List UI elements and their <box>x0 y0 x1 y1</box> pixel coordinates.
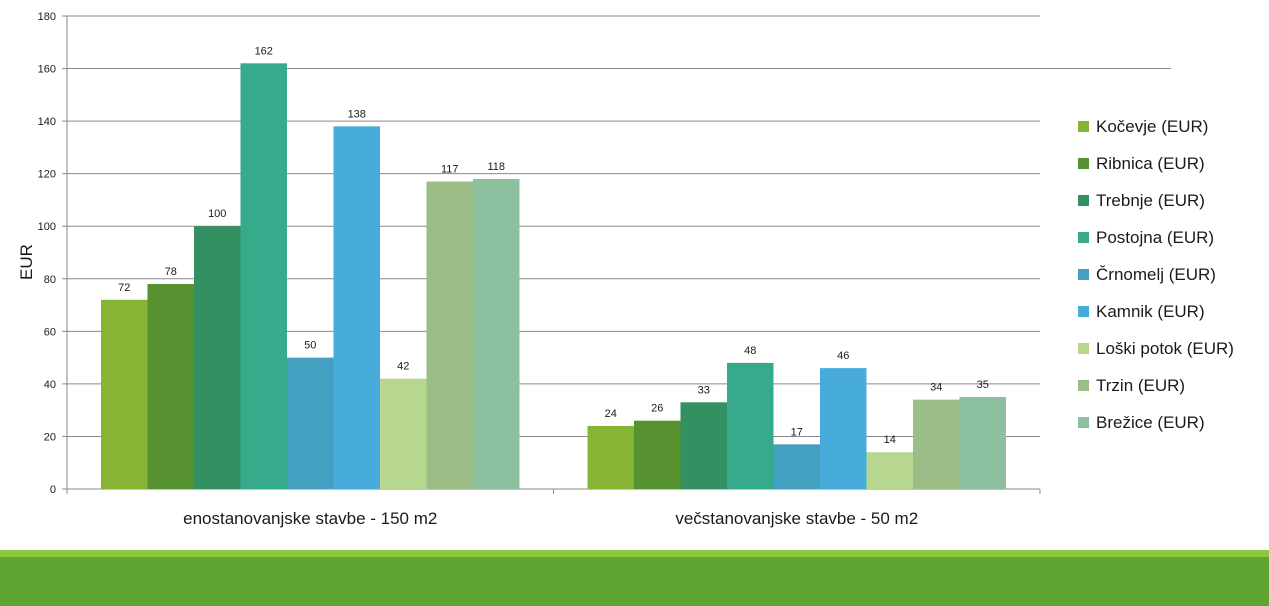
legend-swatch <box>1078 417 1089 428</box>
legend-label: Črnomelj (EUR) <box>1096 265 1216 284</box>
legend-item: Loški potok (EUR) <box>1078 330 1263 367</box>
y-tick-label: 80 <box>44 274 56 286</box>
bar <box>587 425 634 489</box>
legend-swatch <box>1078 380 1089 391</box>
legend-label: Ribnica (EUR) <box>1096 154 1205 173</box>
bar <box>473 178 520 489</box>
bar <box>727 362 774 489</box>
bar-chart: 0 20 40 60 80 100 120 140 160 180 EUR 72 78 100 162 50 1… <box>17 11 1171 528</box>
y-tick-label: 180 <box>38 11 56 23</box>
data-label: 42 <box>397 361 409 373</box>
y-tick-label: 120 <box>38 169 56 181</box>
bar <box>287 357 334 489</box>
bar <box>240 63 287 490</box>
data-label: 117 <box>441 164 459 176</box>
data-label: 17 <box>791 426 803 438</box>
legend-item: Postojna (EUR) <box>1078 219 1263 256</box>
legend-swatch <box>1078 343 1089 354</box>
legend-swatch <box>1078 232 1089 243</box>
y-tick-label: 20 <box>44 431 56 443</box>
legend-item: Črnomelj (EUR) <box>1078 256 1263 293</box>
legend-label: Kamnik (EUR) <box>1096 302 1205 321</box>
data-label: 14 <box>884 434 896 446</box>
legend-label: Kočevje (EUR) <box>1096 117 1209 136</box>
bar <box>380 378 427 489</box>
data-label: 48 <box>744 345 756 357</box>
legend-label: Postojna (EUR) <box>1096 228 1215 247</box>
bar <box>147 284 194 489</box>
bar <box>820 368 867 489</box>
bar <box>913 399 960 489</box>
legend-label: Loški potok (EUR) <box>1096 339 1234 358</box>
legend-label: Brežice (EUR) <box>1096 413 1205 432</box>
chart-legend: Kočevje (EUR) Ribnica (EUR) Trebnje (EUR) P… <box>1078 108 1263 441</box>
legend-swatch <box>1078 121 1089 132</box>
legend-item: Brežice (EUR) <box>1078 404 1263 441</box>
legend-item: Trebnje (EUR) <box>1078 182 1263 219</box>
y-tick-label: 100 <box>38 221 56 233</box>
legend-swatch <box>1078 269 1089 280</box>
y-axis-label: EUR <box>17 244 36 280</box>
legend-item: Ribnica (EUR) <box>1078 145 1263 182</box>
data-label: 138 <box>348 108 366 120</box>
bar <box>634 420 681 489</box>
bar <box>101 299 148 489</box>
data-label: 33 <box>698 384 710 396</box>
data-label: 46 <box>837 350 849 362</box>
legend-swatch <box>1078 158 1089 169</box>
data-label: 78 <box>165 266 177 278</box>
bar <box>194 226 241 489</box>
legend-item: Kamnik (EUR) <box>1078 293 1263 330</box>
data-label: 100 <box>208 208 226 220</box>
bar <box>333 126 380 489</box>
x-category-label: večstanovanjske stavbe - 50 m2 <box>675 509 918 528</box>
x-category-label: enostanovanjske stavbe - 150 m2 <box>183 509 437 528</box>
legend-label: Trzin (EUR) <box>1096 376 1186 395</box>
bar <box>773 444 820 489</box>
footer-bar <box>0 557 1269 606</box>
y-tick-label: 0 <box>50 484 56 496</box>
y-tick-label: 40 <box>44 379 56 391</box>
data-label: 26 <box>651 403 663 415</box>
data-label: 35 <box>977 379 989 391</box>
data-label: 24 <box>605 408 617 420</box>
legend-swatch <box>1078 195 1089 206</box>
y-tick-label: 160 <box>38 64 56 76</box>
footer-accent-stripe <box>0 550 1269 557</box>
data-label: 72 <box>118 282 130 294</box>
bar <box>959 397 1006 489</box>
y-tick-label: 60 <box>44 326 56 338</box>
legend-label: Trebnje (EUR) <box>1096 191 1205 210</box>
bar <box>426 181 473 490</box>
bar <box>680 402 727 489</box>
data-label: 118 <box>487 161 505 173</box>
y-tick-label: 140 <box>38 116 56 128</box>
legend-item: Kočevje (EUR) <box>1078 108 1263 145</box>
legend-item: Trzin (EUR) <box>1078 367 1263 404</box>
data-label: 162 <box>255 45 273 57</box>
data-label: 34 <box>930 382 942 394</box>
bar <box>866 452 913 489</box>
legend-swatch <box>1078 306 1089 317</box>
data-label: 50 <box>304 340 316 352</box>
